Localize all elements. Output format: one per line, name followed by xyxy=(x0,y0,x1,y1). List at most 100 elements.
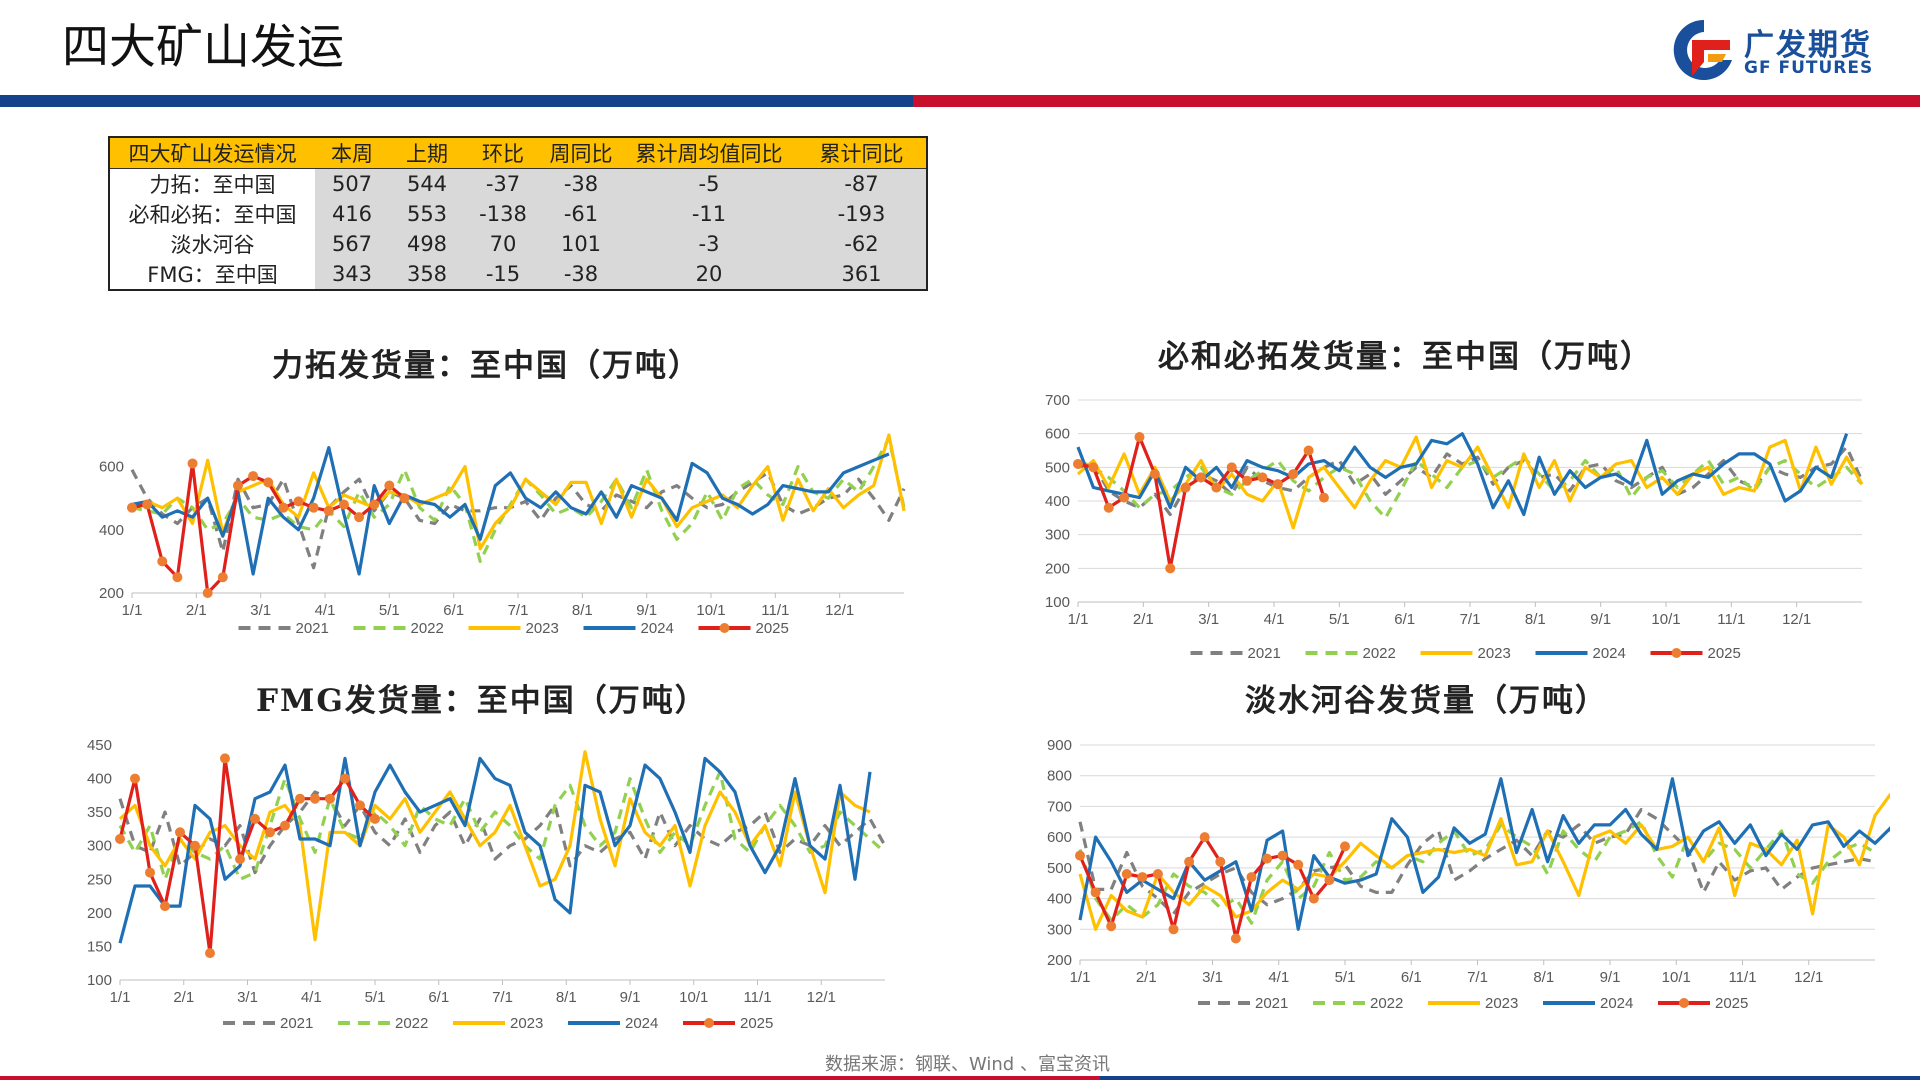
x-tick-label: 9/1 xyxy=(1590,611,1611,628)
legend-label: 2025 xyxy=(1708,645,1741,662)
legend-marker-2025 xyxy=(1671,648,1682,658)
y-tick-label: 600 xyxy=(1047,829,1072,846)
y-tick-label: 600 xyxy=(1045,426,1070,443)
shipment-summary-table: 四大矿山发运情况 本周 上期 环比 周同比 累计周均值同比 累计同比 力拓：至中… xyxy=(108,136,928,291)
table-cell: 553 xyxy=(389,199,465,229)
y-tick-label: 300 xyxy=(1045,527,1070,544)
table-cell: 101 xyxy=(541,229,621,259)
series-marker-2025 xyxy=(1303,445,1314,456)
chart-title-vale: 淡水河谷发货量（万吨） xyxy=(1245,683,1608,719)
x-tick-label: 10/1 xyxy=(696,602,725,619)
x-tick-label: 5/1 xyxy=(1335,969,1356,986)
legend-label: 2023 xyxy=(510,1015,543,1032)
y-tick-label: 100 xyxy=(1045,594,1070,611)
y-tick-label: 300 xyxy=(1047,921,1072,938)
y-tick-label: 600 xyxy=(99,459,124,476)
series-marker-2025 xyxy=(1226,462,1237,473)
table-header-cell: 累计同比 xyxy=(797,137,927,169)
series-marker-2025 xyxy=(293,496,304,507)
series-marker-2025 xyxy=(1152,869,1163,879)
table-cell: -11 xyxy=(621,199,797,229)
series-line-2021 xyxy=(130,469,906,570)
y-tick-label: 200 xyxy=(99,585,124,602)
legend-label: 2022 xyxy=(395,1015,428,1032)
table-header-cell: 四大矿山发运情况 xyxy=(109,137,315,169)
legend-label: 2023 xyxy=(1485,995,1518,1012)
x-tick-label: 4/1 xyxy=(315,602,336,619)
series-marker-2025 xyxy=(1180,482,1191,493)
series-marker-2025 xyxy=(1308,893,1319,904)
y-tick-label: 800 xyxy=(1047,768,1072,785)
x-tick-label: 2/1 xyxy=(186,602,207,619)
series-marker-2025 xyxy=(1073,458,1083,469)
series-line-2021 xyxy=(1078,807,1876,916)
series-marker-2025 xyxy=(1288,469,1299,480)
x-tick-label: 1/1 xyxy=(1070,969,1091,986)
legend-label: 2025 xyxy=(1715,995,1748,1012)
series-marker-2025 xyxy=(1340,841,1350,852)
series-marker-2025 xyxy=(1121,869,1132,879)
series-marker-2025 xyxy=(384,480,395,491)
x-tick-label: 7/1 xyxy=(492,989,513,1006)
series-marker-2025 xyxy=(1165,563,1176,574)
x-tick-label: 8/1 xyxy=(1525,611,1546,628)
x-tick-label: 2/1 xyxy=(1133,611,1154,628)
series-marker-2025 xyxy=(1257,472,1268,483)
table-row: 力拓：至中国 507 544 -37 -38 -5 -87 xyxy=(109,168,927,199)
series-marker-2025 xyxy=(399,493,410,504)
chart-title-fmg: FMG发货量：至中国（万吨） xyxy=(256,683,708,719)
x-tick-label: 6/1 xyxy=(1401,969,1422,986)
y-tick-label: 400 xyxy=(1047,891,1072,908)
x-tick-label: 1/1 xyxy=(122,602,143,619)
series-marker-2025 xyxy=(323,505,334,516)
table-cell: -87 xyxy=(797,168,927,199)
table-cell: -62 xyxy=(797,229,927,259)
table-header-cell: 上期 xyxy=(389,137,465,169)
x-tick-label: 3/1 xyxy=(250,602,271,619)
table-cell: 567 xyxy=(315,229,389,259)
x-tick-label: 2/1 xyxy=(1136,969,1157,986)
series-marker-2025 xyxy=(1277,850,1288,861)
y-tick-label: 300 xyxy=(87,838,112,855)
x-tick-label: 10/1 xyxy=(679,989,708,1006)
series-marker-2025 xyxy=(187,458,198,469)
gf-logo-icon xyxy=(1673,19,1732,80)
y-tick-label: 500 xyxy=(1047,860,1072,877)
x-tick-label: 5/1 xyxy=(379,602,400,619)
x-tick-label: 11/1 xyxy=(1728,969,1756,986)
x-tick-label: 6/1 xyxy=(1394,611,1415,628)
x-tick-label: 4/1 xyxy=(1268,969,1289,986)
table-cell: 343 xyxy=(315,259,389,290)
legend-label: 2025 xyxy=(756,620,789,637)
y-tick-label: 100 xyxy=(87,972,112,989)
legend-label: 2021 xyxy=(1255,995,1288,1012)
legend-label: 2021 xyxy=(1248,645,1281,662)
x-tick-label: 11/1 xyxy=(1717,611,1745,628)
legend-label: 2024 xyxy=(1600,995,1633,1012)
chart-fmg: 100 150 200 250 300 350 400 450 1/1 2/1 3/1 4/1 5/1 6… xyxy=(87,737,887,1032)
data-source-note: 数据来源：钢联、Wind 、富宝资讯 xyxy=(825,1054,1110,1075)
x-tick-label: 5/1 xyxy=(1329,611,1350,628)
table-cell: -15 xyxy=(465,259,541,290)
table-header-cell: 环比 xyxy=(465,137,541,169)
series-marker-2025 xyxy=(265,827,275,838)
x-tick-label: 7/1 xyxy=(508,602,529,619)
series-line-2021 xyxy=(118,790,887,875)
legend-marker-2025 xyxy=(719,623,730,633)
series-marker-2025 xyxy=(130,773,140,784)
x-tick-label: 12/1 xyxy=(807,989,836,1006)
x-tick-label: 3/1 xyxy=(237,989,258,1006)
table-cell: 544 xyxy=(389,168,465,199)
legend-label: 2024 xyxy=(641,620,674,637)
table-cell: -61 xyxy=(541,199,621,229)
x-tick-label: 9/1 xyxy=(1600,969,1621,986)
x-tick-label: 6/1 xyxy=(443,602,464,619)
series-marker-2025 xyxy=(1293,859,1304,870)
footer-band xyxy=(0,1076,1920,1080)
x-tick-label: 4/1 xyxy=(301,989,322,1006)
series-line-2023 xyxy=(131,433,906,551)
y-tick-label: 400 xyxy=(99,522,124,539)
y-tick-label: 200 xyxy=(1047,952,1072,969)
series-marker-2025 xyxy=(295,793,305,804)
y-tick-label: 200 xyxy=(87,905,112,922)
